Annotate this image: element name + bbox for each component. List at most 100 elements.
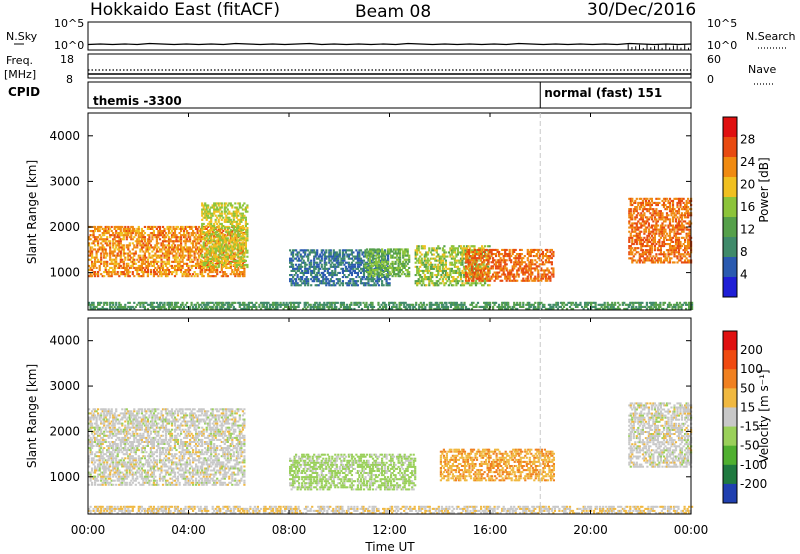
heatmap-cell [238,227,241,230]
heatmap-cell [664,228,667,231]
heatmap-cell [220,256,223,259]
heatmap-cell [100,254,103,257]
heatmap-cell [352,259,355,262]
heatmap-cell [628,197,631,200]
heatmap-cell [486,263,489,266]
heatmap-cell [316,271,319,274]
heatmap-cell [214,263,217,266]
heatmap-cell [216,230,219,233]
heatmap-cell [646,220,649,223]
heatmap-cell [528,279,531,282]
heatmap-cell [116,307,119,310]
heatmap-cell [180,227,183,230]
heatmap-cell [293,257,296,260]
heatmap-cell [450,284,453,287]
heatmap-cell [646,257,649,260]
heatmap-cell [484,280,487,283]
heatmap-cell [443,257,446,260]
heatmap-cell [673,214,676,217]
heatmap-cell [496,250,499,253]
heatmap-cell [394,273,397,276]
heatmap-cell [104,250,107,253]
heatmap-cell [650,243,653,246]
heatmap-cell [492,257,495,260]
heatmap-cell [467,259,471,262]
heatmap-cell [478,263,481,266]
heatmap-cell [541,273,544,276]
heatmap-cell [646,238,649,241]
heatmap-cell [116,236,119,239]
heatmap-cell [668,243,672,246]
heatmap-cell [101,227,104,230]
heatmap-cell [377,284,381,287]
heatmap-cell [157,271,160,274]
heatmap-cell [656,220,659,223]
heatmap-cell [167,248,171,251]
heatmap-cell [356,253,359,256]
heatmap-cell [103,248,106,251]
heatmap-cell [668,259,672,262]
heatmap-cell [682,236,685,239]
heatmap-cell [384,266,387,269]
heatmap-cell [216,262,219,265]
heatmap-cell [170,266,174,269]
heatmap-cell [201,271,204,274]
heatmap-cell [228,266,231,269]
heatmap-cell [417,278,420,281]
heatmap-cell [113,269,116,272]
heatmap-cell [187,240,190,243]
heatmap-cell [207,214,210,217]
heatmap-cell [370,254,373,257]
heatmap-cell [131,242,134,245]
heatmap-cell [469,273,472,276]
heatmap-cell [296,259,299,262]
heatmap-cell [169,246,172,249]
heatmap-cell [435,269,438,272]
heatmap-cell [679,197,682,200]
heatmap-cell [170,240,174,243]
heatmap-cell [176,266,180,269]
heatmap-cell [523,265,526,268]
heatmap-cell [92,240,95,243]
heatmap-cell [472,271,475,274]
heatmap-cell [226,225,229,228]
heatmap-cell [223,212,226,215]
heatmap-cell [208,231,211,234]
heatmap-cell [170,252,174,255]
heatmap-cell [493,253,496,256]
heatmap-cell [643,251,646,254]
heatmap-cell [237,231,240,234]
heatmap-cell [143,238,146,241]
heatmap-cell [205,264,208,267]
heatmap-cell [160,232,163,235]
heatmap-cell [419,251,422,254]
heatmap-cell [688,212,691,215]
heatmap-cell [456,265,459,268]
heatmap-cell [88,301,91,304]
heatmap-cell [638,232,641,235]
heatmap-cell [374,264,378,267]
heatmap-cell [637,226,640,229]
heatmap-cell [664,234,667,237]
heatmap-cell [204,255,207,258]
heatmap-cell [289,259,292,262]
heatmap-cell [154,273,157,276]
heatmap-cell [365,282,369,285]
heatmap-cell [140,238,143,241]
heatmap-cell [160,250,163,253]
heatmap-cell [402,266,405,269]
heatmap-cell [367,252,370,255]
heatmap-cell [388,282,391,285]
heatmap-cell [160,266,163,269]
heatmap-cell [353,257,356,260]
heatmap-cell [208,220,211,223]
heatmap-cell [320,280,323,283]
heatmap-cell [531,279,534,282]
heatmap-cell [422,280,425,283]
heatmap-cell [528,261,531,264]
heatmap-cell [508,277,511,280]
heatmap-cell [628,240,631,243]
heatmap-cell [302,251,305,254]
heatmap-cell [370,259,373,262]
heatmap-cell [172,242,175,245]
